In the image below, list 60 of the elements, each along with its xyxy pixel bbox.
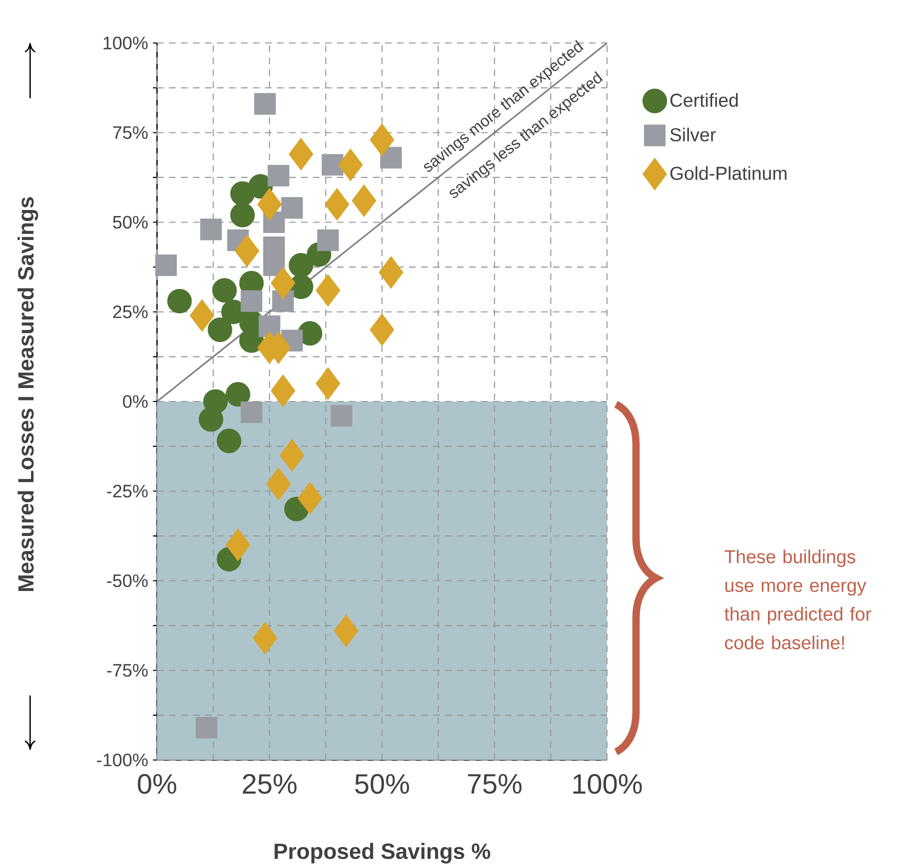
point — [252, 622, 278, 654]
y-axis-title: Measured Losses I Measured Savings — [18, 197, 38, 591]
legend-label: Gold-Platinum — [670, 166, 786, 180]
point — [254, 93, 276, 115]
x-tick-label: 75% — [468, 774, 522, 794]
point — [257, 188, 282, 221]
x-tick-label: 100% — [573, 774, 642, 794]
point — [155, 254, 177, 276]
point — [266, 468, 291, 500]
y-tick-label: 75% — [113, 126, 148, 139]
point — [370, 124, 394, 156]
point — [316, 367, 340, 400]
point — [378, 256, 404, 289]
point — [317, 229, 339, 251]
text: These buildings use more energy than predicted for code baseline! — [724, 550, 872, 650]
point — [234, 234, 260, 268]
y-tick-label: -25% — [107, 484, 148, 498]
point — [167, 288, 192, 314]
legend-label: Silver — [670, 128, 716, 142]
x-axis-title: Proposed Savings % — [274, 842, 490, 864]
y-tick-label: -50% — [107, 574, 148, 588]
point — [324, 188, 350, 221]
y-tick-label: 50% — [112, 216, 148, 229]
legend-label: Certified — [670, 93, 738, 107]
point — [240, 401, 262, 424]
point — [263, 254, 285, 276]
point — [212, 278, 237, 303]
point — [196, 716, 218, 739]
x-tick-label: 0% — [138, 774, 176, 794]
point — [208, 318, 232, 342]
point — [230, 202, 255, 228]
point — [370, 314, 394, 346]
point — [270, 266, 296, 300]
point — [268, 164, 290, 186]
point — [270, 374, 296, 407]
point — [322, 154, 344, 176]
point — [330, 405, 352, 427]
y-tick-label: 100% — [104, 36, 148, 50]
y-tick-label: 0% — [122, 395, 148, 408]
y-tick-label: -100% — [97, 754, 148, 766]
point — [352, 184, 376, 217]
point — [298, 482, 322, 515]
point — [316, 274, 340, 307]
y-tick-label: 25% — [113, 305, 148, 318]
point — [258, 315, 280, 338]
x-tick-label: 50% — [355, 774, 410, 794]
x-tick-label: 25% — [242, 774, 297, 794]
y-tick-label: -75% — [107, 664, 148, 677]
point — [226, 528, 250, 562]
point — [338, 148, 363, 182]
point — [216, 428, 242, 454]
point — [240, 290, 262, 312]
point — [280, 438, 304, 472]
point — [334, 614, 358, 648]
point — [281, 197, 303, 219]
point — [226, 382, 250, 407]
point — [200, 218, 222, 240]
point — [190, 299, 214, 332]
point — [198, 407, 224, 432]
point — [288, 138, 314, 170]
